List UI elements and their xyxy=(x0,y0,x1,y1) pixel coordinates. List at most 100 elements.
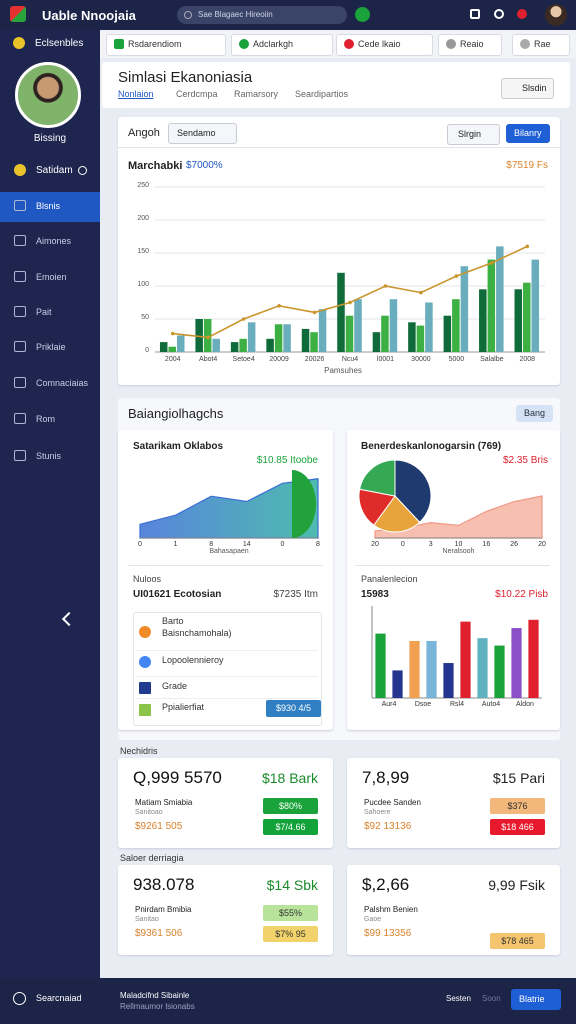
tab[interactable]: Reaio xyxy=(460,39,484,49)
avatar xyxy=(545,4,567,26)
menu-item[interactable]: Aimones xyxy=(36,236,72,246)
user-name: Bissing xyxy=(33,133,67,144)
bar xyxy=(392,670,403,698)
footer xyxy=(100,978,576,1024)
search-box xyxy=(177,6,347,24)
menu-item[interactable]: Rom xyxy=(36,414,56,424)
x-tick-label: 20 xyxy=(371,541,379,548)
bar xyxy=(531,259,540,352)
bar xyxy=(176,335,185,352)
x-tick-label: 2008 xyxy=(519,356,536,363)
footer-icon xyxy=(13,992,26,1005)
line-point xyxy=(312,310,317,315)
highlight xyxy=(292,470,316,538)
header-tab[interactable]: Ramarsory xyxy=(234,89,279,99)
logo xyxy=(10,6,26,22)
bar xyxy=(487,259,496,352)
y-tick-label: 200 xyxy=(137,215,149,222)
list-button[interactable]: $930 4/5 xyxy=(266,700,322,717)
list-item[interactable]: Lopoolennieroy xyxy=(162,655,224,665)
menu-item[interactable]: Stunis xyxy=(36,451,62,461)
x-tick-label: 30000 xyxy=(411,356,431,363)
x-tick-label: 0 xyxy=(138,541,142,548)
brand: Eclsenbles xyxy=(35,38,84,49)
status[interactable]: Satidam xyxy=(36,165,73,176)
bar xyxy=(477,638,488,698)
kpi-value: Q,999 5570 xyxy=(133,768,222,787)
y-tick-label: 50 xyxy=(141,314,149,321)
list-item[interactable]: Ppialierfiat xyxy=(162,702,205,712)
list-item[interactable]: Baisnchamohala) xyxy=(162,628,232,638)
toggle xyxy=(78,166,87,175)
kpi-name: Palshm Benien xyxy=(364,905,418,914)
section-button[interactable]: Bang xyxy=(516,405,554,422)
x-tick-label: 5000 xyxy=(448,356,465,363)
header-tab[interactable]: Nonlaion xyxy=(118,89,154,99)
bar xyxy=(372,332,381,352)
x-tick-label: Ncu4 xyxy=(341,356,359,363)
section-label: Saloer derriagia xyxy=(120,853,184,863)
tab[interactable]: Rae xyxy=(534,39,551,49)
footer-link[interactable]: Sesten xyxy=(446,994,471,1003)
y-tick-label: 250 xyxy=(137,182,149,189)
tab[interactable]: Cede lkaio xyxy=(358,39,401,49)
toolbar-label: Angoh xyxy=(128,127,160,139)
kpi-name: Matiam Smiabia xyxy=(135,798,193,807)
kpi-delta: $15 Pari xyxy=(492,770,545,786)
brand-icon xyxy=(13,37,25,49)
x-tick-label: 16 xyxy=(482,541,491,548)
menu-item[interactable]: Comnaciaias xyxy=(36,378,89,388)
kpi-value: 7,8,99 xyxy=(362,768,410,787)
chart-subtitle: $7000% xyxy=(186,160,223,171)
list-item[interactable]: Grade xyxy=(162,681,188,691)
menu-item[interactable]: Priklaie xyxy=(36,342,66,352)
icon xyxy=(470,9,480,19)
kpi-amount: $92 13136 xyxy=(364,821,412,832)
section-label: Nechidris xyxy=(120,746,158,756)
tab[interactable]: Rsdarendiom xyxy=(128,39,182,49)
section-title: Baiangiolhagchs xyxy=(128,406,224,421)
x-tick-label: 3 xyxy=(428,541,433,548)
x-tick-label: Auto4 xyxy=(481,701,501,708)
header-tab[interactable]: Seardipartios xyxy=(295,89,349,99)
menu-item[interactable]: Pait xyxy=(36,307,52,317)
bar xyxy=(283,324,291,352)
line-point xyxy=(419,290,423,295)
card-value: $10.85 Itoobe xyxy=(256,455,318,466)
footer-button[interactable]: Blatrie xyxy=(511,989,561,1010)
kpi-badge: $80% xyxy=(263,798,318,814)
list-item[interactable]: Barto xyxy=(162,616,184,626)
footer-link[interactable]: Soon xyxy=(482,994,501,1003)
x-axis-title: Pamsuhes xyxy=(324,366,362,375)
bar xyxy=(425,302,433,352)
menu-item[interactable]: Blsnis xyxy=(36,201,61,211)
tab[interactable]: Adclarkgh xyxy=(253,39,294,49)
primary-button[interactable]: Bilanry xyxy=(506,124,550,143)
x-tick-label: 0 xyxy=(280,541,285,548)
dropdown[interactable]: Sendamo xyxy=(168,123,237,144)
x-axis-title: Neralsooh xyxy=(442,548,475,555)
kpi-amount: $9361 506 xyxy=(135,928,183,939)
search-input[interactable]: Sae Blagaec Hireoiin xyxy=(198,10,273,19)
kpi-sub: Sanitoao xyxy=(135,809,163,816)
tab-icon xyxy=(344,39,354,49)
tab-icon xyxy=(446,39,456,49)
icon xyxy=(517,9,527,19)
footer-link[interactable]: Searcnaiad xyxy=(36,993,82,1003)
line-point xyxy=(170,331,175,336)
header-tab[interactable]: Cerdcmpa xyxy=(176,89,218,99)
header-button[interactable]: Slsdin xyxy=(501,78,554,99)
bar xyxy=(409,640,420,698)
kpi-badge: $55% xyxy=(263,905,318,921)
x-tick-label: 0 xyxy=(400,541,405,548)
status-icon xyxy=(14,164,26,176)
bar xyxy=(479,289,487,352)
menu-item[interactable]: Emoien xyxy=(36,272,67,282)
bar xyxy=(426,640,437,698)
filter[interactable]: Slrgin xyxy=(447,124,501,145)
x-tick-label: 1 xyxy=(173,541,178,548)
x-tick-label: Dsoe xyxy=(414,701,432,708)
menu-icon xyxy=(14,450,26,461)
